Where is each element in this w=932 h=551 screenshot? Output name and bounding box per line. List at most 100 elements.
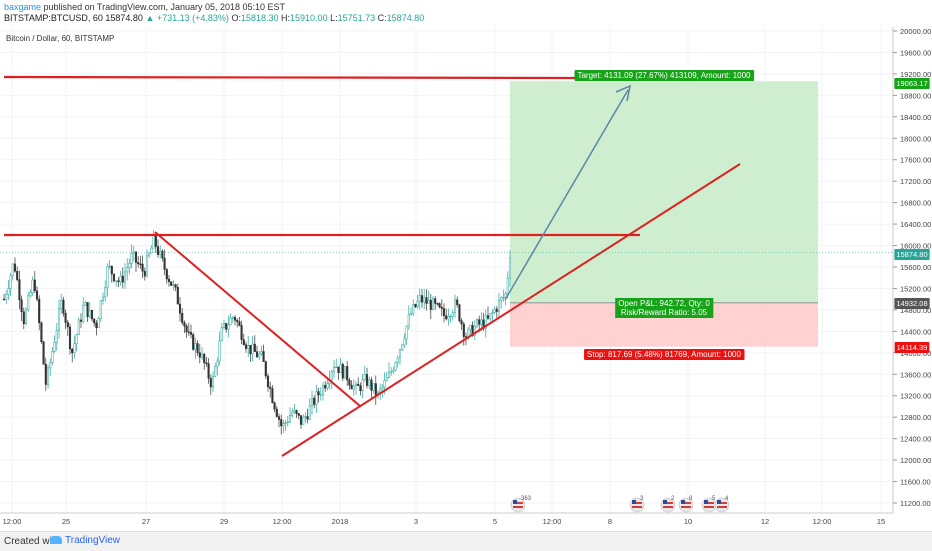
candle-body (385, 377, 388, 381)
event-marker[interactable]: 3 (629, 496, 645, 513)
candle-body (71, 348, 74, 354)
candle-body (346, 366, 349, 381)
price-chart[interactable]: 20000.00 19600.00 19200.00 18800.00 18400.00… (0, 0, 932, 531)
candle-body (451, 312, 454, 317)
candle-body (205, 362, 208, 364)
candle-body (275, 408, 278, 417)
chart-header: baxgame published on TradingView.com, Ja… (0, 0, 932, 26)
candle-body (143, 271, 146, 277)
candle-body (460, 320, 463, 325)
target-label-box (574, 70, 755, 81)
candle-body (220, 327, 223, 341)
candle-body (352, 385, 355, 390)
candle-body (196, 343, 199, 353)
event-count: 8 (689, 496, 693, 502)
candle-body (231, 317, 234, 319)
time-axis[interactable]: 12:00 25 27 29 12:00 2018 3 5 12:00 8 10 12 12:00 15 (0, 512, 893, 526)
event-marker[interactable]: 5 (701, 496, 717, 513)
candle-body (280, 419, 283, 427)
candle-body (181, 313, 184, 323)
candle-body (297, 413, 300, 416)
flag-canton (717, 500, 721, 504)
tradingview-link[interactable]: TradingView (50, 535, 120, 546)
candle-body (357, 383, 360, 386)
drawings[interactable] (0, 75, 893, 457)
candle-body (200, 353, 204, 358)
event-marker[interactable]: 4 (714, 496, 730, 513)
candle-body (291, 411, 294, 416)
candle-body (49, 362, 52, 369)
candle-body (264, 361, 267, 377)
candle-body (108, 265, 111, 268)
candle-body (44, 363, 47, 385)
candle-body (284, 422, 287, 424)
risk-reward-text: Risk/Reward Ratio: 5.05 (621, 308, 708, 317)
price-axis[interactable]: 20000.00 19600.00 19200.00 18800.00 18400.00… (892, 27, 931, 513)
candle-body (152, 234, 155, 249)
candle-body (436, 303, 439, 305)
candle-body (379, 388, 382, 393)
candle-body (387, 371, 391, 378)
candle-body (185, 325, 188, 333)
candle-body (218, 340, 221, 362)
candle-body (68, 326, 72, 350)
candle-body (306, 416, 309, 420)
up-arrow-icon: ▲ (145, 13, 155, 23)
price-tick-label: 14400.00 (900, 327, 931, 336)
candle-body (119, 275, 122, 283)
candle-body (405, 325, 408, 340)
candle-body (398, 349, 402, 359)
economic-events[interactable]: 363 3 2 8 5 4 (510, 496, 730, 513)
candle-body (502, 296, 505, 299)
candle-body (121, 275, 124, 283)
candle-body (489, 313, 492, 319)
price-tick-label: 11200.00 (900, 499, 931, 508)
candle-body (431, 298, 435, 310)
price-tick-label: 20000.00 (900, 27, 931, 36)
event-count: 5 (712, 496, 716, 502)
candle-body (238, 321, 241, 326)
event-marker[interactable]: 8 (678, 496, 694, 513)
candle-body (51, 351, 54, 363)
event-count: 4 (725, 496, 729, 502)
candle-body (500, 297, 503, 301)
time-tick-label: 12 (761, 517, 769, 526)
candle-body (187, 331, 190, 333)
candle-body (117, 280, 120, 283)
candle-body (225, 323, 228, 330)
symbol-label[interactable]: BITSTAMP:BTCUSD, 60 (4, 13, 103, 23)
candle-body (330, 371, 333, 381)
event-marker[interactable]: 363 (510, 496, 532, 513)
low-value: 15751.73 (337, 13, 376, 23)
candle-body (262, 351, 265, 362)
candle-body (33, 279, 36, 291)
candle-body (260, 351, 263, 355)
high-value: 15910.00 (290, 13, 328, 23)
candle-body (310, 397, 314, 407)
candle-body (445, 315, 448, 320)
candle-body (288, 415, 292, 423)
time-tick-label: 12:00 (3, 517, 22, 526)
author-link[interactable]: baxgame (4, 2, 42, 12)
event-marker[interactable]: 2 (660, 496, 676, 513)
candle-body (198, 352, 201, 358)
candle-body (216, 360, 219, 367)
candle-body (112, 273, 116, 282)
candle-body (22, 311, 25, 325)
time-tick-label: 12:00 (813, 517, 832, 526)
candle-body (57, 308, 61, 331)
time-tick-label: 5 (493, 517, 497, 526)
candle-body (258, 353, 261, 358)
candle-body (383, 380, 386, 388)
time-tick-label: 2018 (332, 517, 349, 526)
flag-canton (632, 500, 636, 504)
candle-body (40, 322, 43, 342)
price-tick-label: 17600.00 (900, 156, 931, 165)
candle-body (154, 234, 157, 247)
candle-body (60, 299, 63, 309)
candle-body (282, 423, 285, 427)
time-tick-label: 10 (684, 517, 692, 526)
candle-body (88, 310, 91, 318)
candle-body (77, 319, 80, 335)
candle-body (324, 385, 327, 389)
